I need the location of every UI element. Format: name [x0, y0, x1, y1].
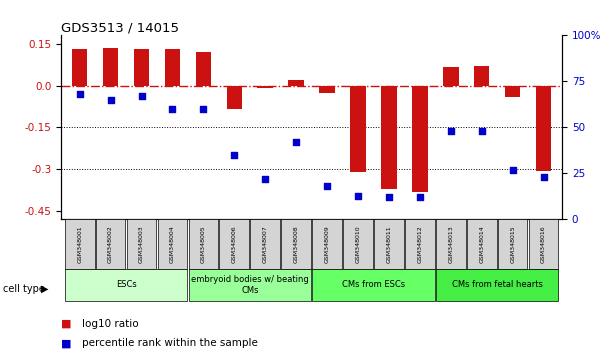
Point: [291, 139, 301, 145]
Bar: [436, 269, 558, 301]
Bar: [288, 80, 304, 86]
Bar: [158, 219, 188, 269]
Text: GSM348014: GSM348014: [479, 225, 484, 263]
Point: [353, 193, 363, 198]
Point: [260, 176, 270, 182]
Point: [106, 97, 115, 103]
Bar: [65, 219, 95, 269]
Text: GSM348010: GSM348010: [356, 225, 360, 263]
Text: cell type: cell type: [3, 284, 45, 293]
Text: GSM348016: GSM348016: [541, 225, 546, 263]
Bar: [281, 219, 311, 269]
Bar: [189, 269, 311, 301]
Text: GSM348004: GSM348004: [170, 225, 175, 263]
Point: [446, 128, 456, 134]
Bar: [165, 49, 180, 86]
Bar: [350, 86, 366, 172]
Bar: [65, 269, 188, 301]
Point: [167, 106, 177, 112]
Bar: [498, 219, 527, 269]
Bar: [227, 86, 242, 109]
Text: GSM348012: GSM348012: [417, 225, 422, 263]
Bar: [189, 219, 218, 269]
Text: GSM348015: GSM348015: [510, 225, 515, 263]
Bar: [320, 86, 335, 93]
Bar: [443, 68, 458, 86]
Bar: [219, 219, 249, 269]
Text: CMs from fetal hearts: CMs from fetal hearts: [452, 280, 543, 290]
Point: [508, 167, 518, 173]
Text: embryoid bodies w/ beating
CMs: embryoid bodies w/ beating CMs: [191, 275, 309, 295]
Bar: [103, 48, 119, 86]
Point: [477, 128, 486, 134]
Text: CMs from ESCs: CMs from ESCs: [342, 280, 405, 290]
Text: GSM348005: GSM348005: [201, 225, 206, 263]
Bar: [196, 52, 211, 86]
Bar: [412, 86, 428, 192]
Bar: [474, 66, 489, 86]
Text: GSM348009: GSM348009: [324, 225, 329, 263]
Bar: [467, 219, 497, 269]
Point: [539, 174, 549, 180]
Text: log10 ratio: log10 ratio: [82, 319, 139, 329]
Text: GSM348001: GSM348001: [77, 225, 82, 263]
Point: [199, 106, 208, 112]
Bar: [436, 219, 466, 269]
Text: GSM348013: GSM348013: [448, 225, 453, 263]
Bar: [72, 48, 87, 86]
Bar: [312, 269, 434, 301]
Bar: [505, 86, 521, 97]
Text: GDS3513 / 14015: GDS3513 / 14015: [61, 21, 179, 34]
Bar: [257, 86, 273, 88]
Bar: [536, 86, 551, 171]
Text: GSM348011: GSM348011: [386, 225, 392, 263]
Bar: [126, 219, 156, 269]
Text: ■: ■: [61, 319, 71, 329]
Text: ESCs: ESCs: [115, 280, 136, 290]
Point: [322, 183, 332, 189]
Text: ■: ■: [61, 338, 71, 348]
Bar: [134, 49, 149, 86]
Point: [415, 195, 425, 200]
Bar: [529, 219, 558, 269]
Text: GSM348003: GSM348003: [139, 225, 144, 263]
Bar: [374, 219, 404, 269]
Bar: [96, 219, 125, 269]
Text: ▶: ▶: [41, 284, 48, 293]
Text: GSM348008: GSM348008: [294, 225, 299, 263]
Bar: [251, 219, 280, 269]
Point: [75, 91, 84, 97]
Point: [137, 93, 147, 99]
Bar: [381, 86, 397, 189]
Bar: [405, 219, 434, 269]
Bar: [312, 219, 342, 269]
Text: percentile rank within the sample: percentile rank within the sample: [82, 338, 258, 348]
Text: GSM348002: GSM348002: [108, 225, 113, 263]
Point: [384, 195, 394, 200]
Point: [229, 152, 239, 158]
Text: GSM348007: GSM348007: [263, 225, 268, 263]
Text: GSM348006: GSM348006: [232, 225, 237, 263]
Bar: [343, 219, 373, 269]
